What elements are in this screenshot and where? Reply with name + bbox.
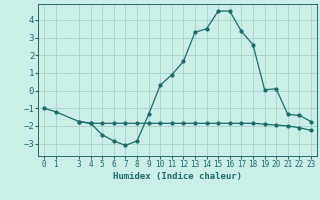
X-axis label: Humidex (Indice chaleur): Humidex (Indice chaleur) — [113, 172, 242, 181]
